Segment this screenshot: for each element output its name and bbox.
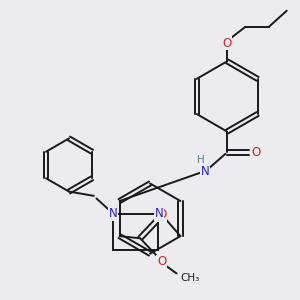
Text: N: N <box>109 207 118 220</box>
Text: H: H <box>197 155 204 165</box>
Text: O: O <box>157 255 166 268</box>
Text: O: O <box>252 146 261 159</box>
Text: N: N <box>200 165 209 178</box>
Text: CH₃: CH₃ <box>181 273 200 283</box>
Text: O: O <box>157 208 166 221</box>
Text: O: O <box>223 37 232 50</box>
Text: N: N <box>155 207 164 220</box>
